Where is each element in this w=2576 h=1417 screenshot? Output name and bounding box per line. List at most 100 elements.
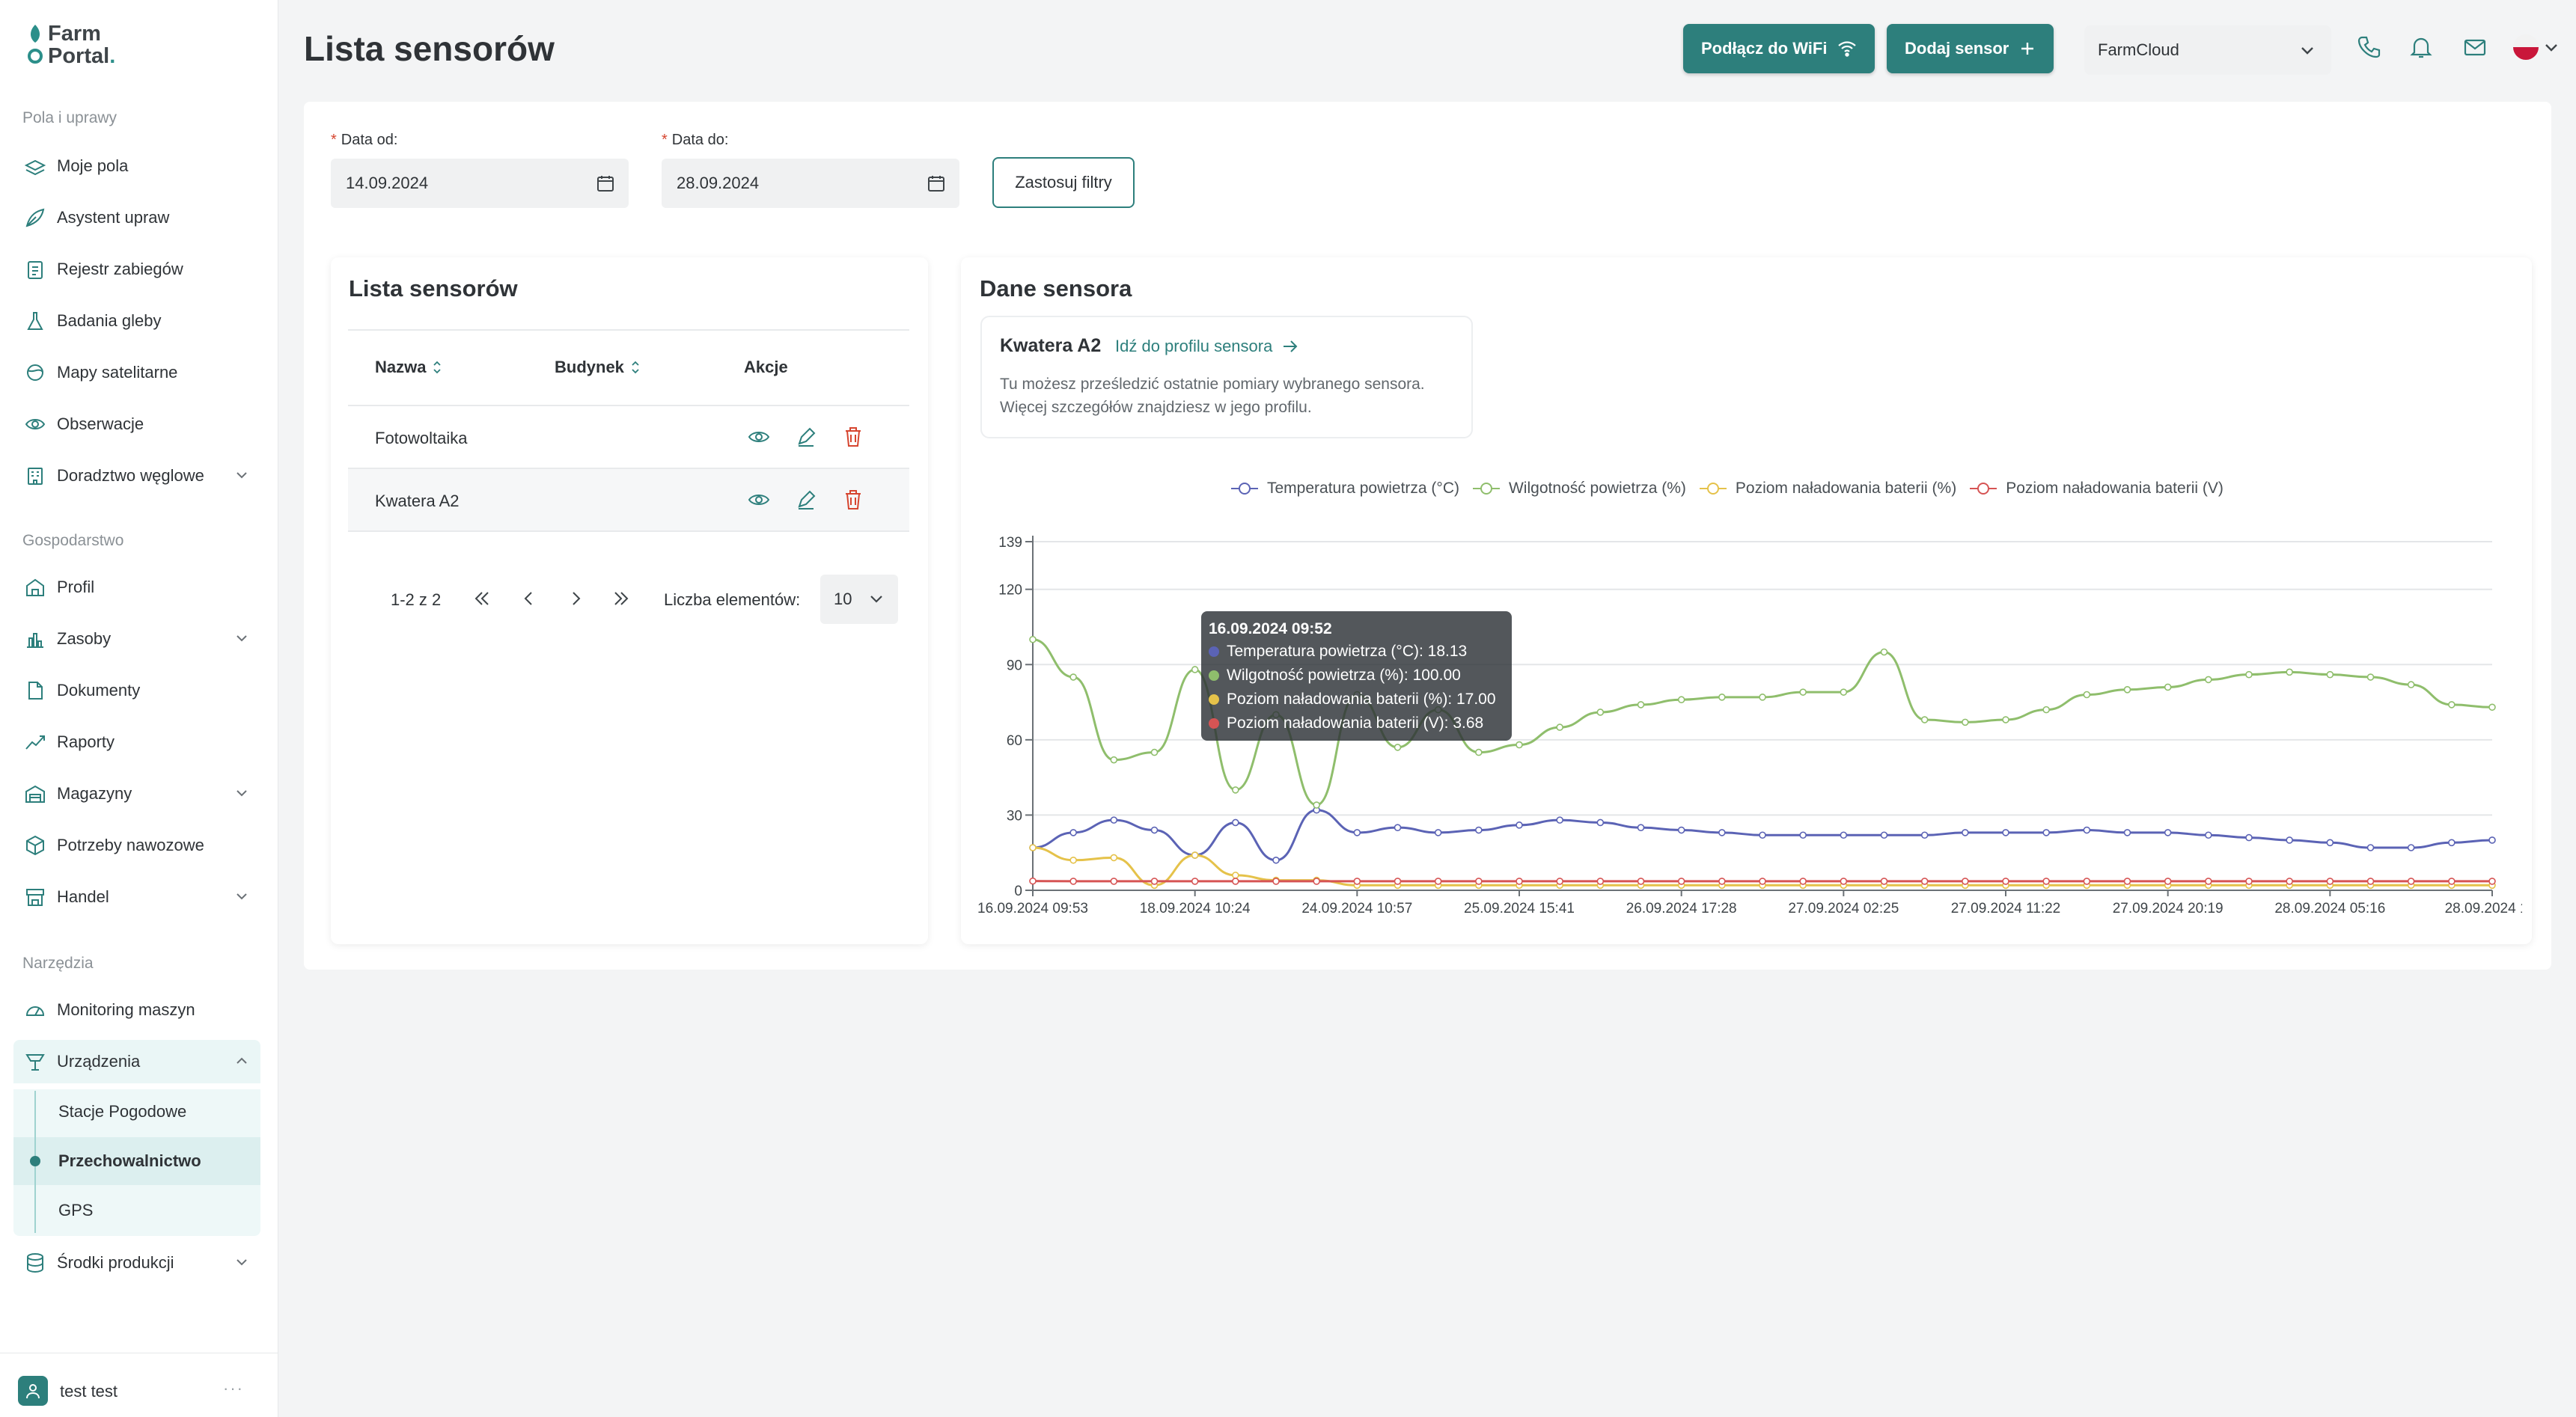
sidebar-item-potrzeby-nawozowe[interactable]: Potrzeby nawozowe [13, 824, 260, 867]
connect-wifi-button[interactable]: Podłącz do WiFi [1683, 24, 1875, 73]
sidebar-item-label: Asystent upraw [57, 208, 170, 227]
sidebar-item-rejestr-zabiegow[interactable]: Rejestr zabiegów [13, 248, 260, 291]
data-point [1677, 826, 1685, 834]
sidebar-item-doradztwo-weglowe[interactable]: Doradztwo węglowe [13, 454, 260, 498]
edit-icon[interactable] [796, 489, 817, 510]
legend-item[interactable]: Wilgotność powietrza (%) [1472, 480, 1686, 498]
data-point [1110, 816, 1118, 824]
data-point [2205, 676, 2212, 684]
add-sensor-label: Dodaj sensor [1905, 39, 2009, 58]
mail-icon[interactable] [2462, 34, 2488, 60]
x-tick-label: 28.09.2024 14: [2445, 901, 2522, 916]
sidebar-item-asystent-upraw[interactable]: Asystent upraw [13, 196, 260, 239]
farm-select[interactable]: FarmCloud [2084, 25, 2331, 75]
page-size-select[interactable]: 10 [820, 575, 898, 624]
submenu-gps[interactable]: GPS [58, 1201, 94, 1219]
phone-icon[interactable] [2356, 34, 2381, 60]
data-point [1516, 741, 1523, 749]
chevron-down-icon[interactable] [2543, 40, 2560, 55]
series-line [1032, 809, 2493, 862]
farm-portal-logo[interactable]: Farm Portal. [27, 22, 115, 67]
legend-item[interactable]: Poziom naładowania baterii (V) [1970, 480, 2224, 498]
chevron-down-icon [236, 472, 247, 479]
table-row[interactable]: Fotowoltaika [348, 406, 909, 468]
next-page-icon[interactable] [566, 589, 585, 608]
data-point [1556, 878, 1563, 885]
last-page-icon[interactable] [611, 589, 632, 608]
sidebar-item-monitoring-maszyn[interactable]: Monitoring maszyn [13, 988, 260, 1032]
apply-filters-button[interactable]: Zastosuj filtry [992, 157, 1135, 208]
sidebar-item-label: Raporty [57, 732, 115, 751]
date-to-input[interactable]: 28.09.2024 [662, 159, 959, 208]
y-tick-label: 60 [1007, 733, 1022, 749]
user-menu-button[interactable]: ··· [223, 1379, 244, 1398]
prev-page-icon[interactable] [519, 589, 539, 608]
sidebar-item-mapy-satelitarne[interactable]: Mapy satelitarne [13, 351, 260, 394]
data-point [1962, 718, 1969, 726]
tooltip-swatch [1209, 694, 1219, 705]
sidebar-item-dokumenty[interactable]: Dokumenty [13, 669, 260, 712]
sidebar-item-label: Zasoby [57, 629, 112, 648]
data-point [1718, 829, 1726, 836]
data-point [1232, 878, 1239, 885]
legend-item[interactable]: Temperatura powietrza (°C) [1231, 480, 1459, 498]
sidebar-item-profil[interactable]: Profil [13, 566, 260, 609]
avatar[interactable] [18, 1376, 48, 1406]
satellite-icon [22, 360, 48, 385]
view-icon[interactable] [748, 490, 770, 509]
data-point [1313, 878, 1320, 885]
data-point [1516, 878, 1523, 885]
data-point [2366, 844, 2375, 851]
tooltip-row: Temperatura powietrza (°C): 18.13 [1209, 643, 1467, 661]
data-point [1880, 831, 1888, 839]
sensor-profile-link[interactable]: Idź do profilu sensora [1115, 337, 1299, 356]
farm-select-value: FarmCloud [2098, 40, 2179, 59]
sidebar-item-srodki-produkcji[interactable]: Środki produkcji [13, 1241, 260, 1285]
sidebar-item-handel[interactable]: Handel [13, 875, 260, 919]
data-point [1596, 878, 1605, 885]
data-point [1475, 826, 1483, 834]
column-header-name[interactable]: Nazwa [375, 358, 442, 377]
sidebar-item-magazyny[interactable]: Magazyny [13, 772, 260, 815]
sidebar-item-raporty[interactable]: Raporty [13, 720, 260, 764]
sidebar-item-urzadzenia[interactable]: Urządzenia [13, 1040, 260, 1083]
add-sensor-button[interactable]: Dodaj sensor [1887, 24, 2054, 73]
sensor-list-title: Lista sensorów [349, 275, 518, 302]
delete-icon[interactable] [843, 489, 863, 511]
delete-icon[interactable] [843, 426, 863, 448]
first-page-icon[interactable] [471, 589, 492, 608]
data-point [1799, 688, 1807, 696]
connect-wifi-label: Podłącz do WiFi [1701, 39, 1828, 58]
data-point [2366, 673, 2375, 681]
sidebar-item-label: Obserwacje [57, 414, 144, 433]
submenu-przechowalnictwo[interactable]: Przechowalnictwo [58, 1151, 201, 1170]
sensor-line-chart[interactable]: 0 30 60 90 120 139 16.09.2024 09:53 18.09.2024 … [965, 524, 2522, 928]
data-point [1110, 854, 1118, 862]
date-from-input[interactable]: 14.09.2024 [331, 159, 629, 208]
sidebar-item-badania-gleby[interactable]: Badania gleby [13, 299, 260, 343]
edit-icon[interactable] [796, 426, 817, 447]
data-point [2245, 833, 2253, 842]
table-row[interactable]: Kwatera A2 [348, 469, 909, 530]
view-icon[interactable] [748, 427, 770, 447]
submenu-stacje-pogodowe[interactable]: Stacje Pogodowe [58, 1102, 187, 1121]
data-point [1840, 831, 1848, 839]
column-header-building[interactable]: Budynek [555, 358, 641, 377]
chevron-up-icon [236, 1057, 247, 1064]
chevron-down-icon [870, 596, 882, 603]
legend-item[interactable]: Poziom naładowania baterii (%) [1699, 480, 1956, 498]
data-point [1191, 851, 1199, 859]
sidebar-item-obserwacje[interactable]: Obserwacje [13, 403, 260, 446]
sidebar-item-zasoby[interactable]: Zasoby [13, 617, 260, 661]
database-icon [22, 1250, 48, 1276]
data-point [1799, 878, 1807, 885]
chevron-down-icon [236, 790, 247, 797]
data-point [2164, 829, 2172, 836]
sidebar-item-moje-pola[interactable]: Moje pola [13, 144, 260, 188]
flask-icon [22, 308, 48, 334]
bell-icon[interactable] [2408, 34, 2434, 60]
clipboard-icon [22, 257, 48, 282]
data-point [1353, 829, 1361, 836]
data-point [2488, 878, 2496, 885]
language-flag-icon[interactable] [2513, 34, 2539, 60]
